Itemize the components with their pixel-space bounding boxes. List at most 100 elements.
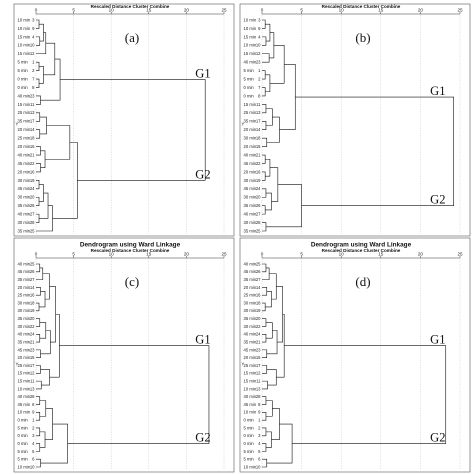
dendrogram-link [262,263,267,273]
dendrogram-link [60,79,206,181]
leaf-label: 5 min [18,60,29,65]
leaf-label: 15 min [244,102,257,107]
leaf-label: 45 min [244,161,257,166]
leaf-number: 12 [30,371,35,376]
leaf-number: 14 [256,285,261,290]
group-label-g1: G1 [195,333,210,347]
leaf-number: 1 [32,418,35,423]
leaf-number: 9 [32,410,35,415]
leaf-label: 30 min [244,308,257,313]
dendrogram-link [36,412,41,421]
dendrogram-link [36,263,41,273]
leaf-label: 5 min [18,68,29,73]
leaf-label: 0 min [244,433,255,438]
leaf-number: 21 [30,152,35,157]
y-axis-label: Y [16,122,19,127]
leaf-label: 5 min [244,449,255,454]
dendrogram-link [271,408,280,440]
dendrogram-link [36,146,41,156]
dendrogram-link [39,291,46,308]
leaf-number: 15 [256,144,261,149]
axis-tick-label: 10 [339,251,345,256]
leaf-label: 40 min [18,212,31,217]
leaf-number: 20 [256,316,261,321]
dendrogram-link [39,322,47,339]
dendrogram-link [36,196,40,206]
leaf-number: 4 [258,34,261,39]
leaf-label: 35 min [244,339,257,344]
leaf-number: 21 [256,339,261,344]
dendrogram-link [262,70,266,80]
dendrogram-link [36,36,41,46]
leaf-number: 25 [256,261,261,266]
leaf-label: 35 min [244,119,257,124]
leaf-label: 35 min [18,203,31,208]
dendrogram-link [262,349,268,358]
dendrogram-link [269,45,285,84]
leaf-label: 20 min [18,127,31,132]
leaf-number: 4 [32,34,35,39]
dendrogram-link [262,171,266,181]
leaf-number: 11 [256,102,261,107]
leaf-number: 20 [30,195,35,200]
dendrogram-link [36,380,42,390]
leaf-number: 26 [256,269,261,274]
leaf-label: 0 min [18,85,29,90]
dendrogram-link [262,19,266,29]
leaf-label: 10 min [244,26,257,31]
leaf-number: 6 [258,457,261,462]
leaf-label: 30 min [244,195,257,200]
leaf-number: 25 [30,261,35,266]
leaf-number: 13 [256,386,261,391]
dendrogram-link [45,125,71,160]
leaf-number: 12 [256,371,261,376]
leaf-label: 0 min [18,76,29,81]
dendrogram-link [262,333,267,343]
leaf-number: 22 [256,161,261,166]
leaf-number: 28 [30,394,35,399]
leaf-number: 15 [30,144,35,149]
leaf-label: 30 min [18,300,31,305]
axis-tick-label: 15 [146,251,152,256]
dendrogram-link [262,380,268,390]
leaf-label: 0 min [18,441,29,446]
dendrogram-link [36,32,47,55]
leaf-number: 4 [32,441,35,446]
axis-tick-label: 20 [418,7,424,12]
leaf-number: 16 [256,169,261,174]
leaf-number: 15 [256,355,261,360]
dendrogram-link [36,427,41,437]
leaf-label: 45 min [18,347,31,352]
axis-title: Rescaled Distance Cluster Combine [322,248,401,253]
leaf-number: 24 [256,332,261,337]
leaf-number: 23 [30,347,35,352]
axis-tick-label: 10 [339,7,345,12]
axis-title: Rescaled Distance Cluster Combine [91,4,170,9]
leaf-number: 14 [30,127,35,132]
leaf-label: 5 min [244,68,255,73]
dendrogram-link [262,458,268,468]
axis-tick-label: 10 [109,7,115,12]
axis-tick-label: 0 [261,7,264,12]
dendrogram-link [295,96,454,206]
dendrogram-link [262,154,266,164]
axis-tick-label: 0 [35,7,38,12]
panel-label: (d) [355,274,370,289]
leaf-label: 35 min [18,339,31,344]
leaf-label: 40 min [18,394,31,399]
leaf-number: 16 [30,293,35,298]
dendrogram-link [36,302,40,312]
leaf-label: 20 min [244,355,257,360]
leaf-number: 23 [256,60,261,65]
leaf-number: 10 [30,43,35,48]
dendrogram-link [36,78,40,88]
leaf-label: 10 min [244,410,257,415]
leaf-number: 3 [258,17,261,22]
leaf-number: 18 [30,136,35,141]
leaf-label: 45 min [244,347,257,352]
dendrogram-link [36,213,40,223]
dendrogram-link [36,458,41,468]
leaf-label: 30 min [244,324,257,329]
leaf-label: 40 min [18,261,31,266]
